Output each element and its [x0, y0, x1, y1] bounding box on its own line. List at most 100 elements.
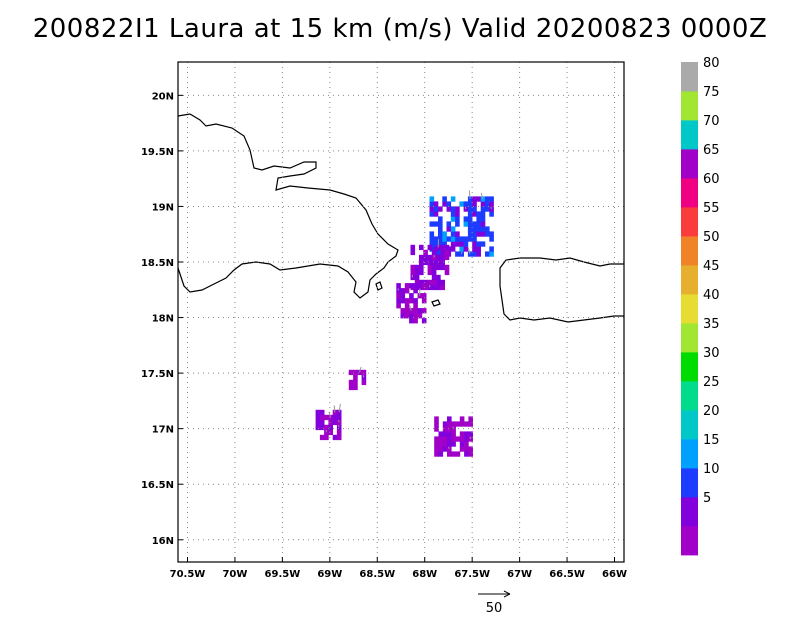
wind-cell [489, 251, 494, 257]
wind-cell [450, 196, 456, 202]
wind-cell [427, 254, 433, 261]
wind-cell [480, 231, 486, 237]
wind-cell [438, 251, 443, 257]
wind-cell [468, 431, 473, 437]
wind-cell [433, 211, 439, 217]
wind-cell [348, 379, 354, 386]
wind-cell [319, 434, 325, 441]
y-tick-label: 17.5N [141, 369, 174, 380]
wind-cell [328, 424, 333, 431]
wind-cell [485, 201, 490, 207]
wind-cell [472, 196, 477, 202]
wind-cell [464, 441, 469, 447]
wind-cell [467, 221, 473, 227]
colorbar-swatch [681, 294, 698, 324]
wind-cell [357, 369, 362, 376]
wind-cell [434, 421, 439, 427]
wind-cell [332, 434, 338, 441]
wind-cell [419, 279, 424, 286]
colorbar-label: 65 [703, 143, 720, 158]
wind-cell [410, 244, 416, 251]
wind-cell [336, 409, 342, 416]
wind-cell [446, 201, 452, 207]
wind-cell [489, 246, 494, 252]
x-tick-label: 69.5W [265, 569, 301, 580]
wind-cell [446, 221, 452, 227]
colorbar-swatch [681, 526, 698, 556]
wind-cell [409, 293, 414, 299]
wind-cell [464, 446, 469, 452]
colorbar-swatch [681, 410, 698, 440]
wind-cell [421, 318, 427, 324]
wind-cell [438, 231, 443, 237]
wind-cell [438, 451, 444, 457]
wind-vector [359, 366, 362, 373]
wind-cell [315, 409, 321, 416]
wind-cell [353, 384, 358, 391]
wind-vector [328, 411, 331, 418]
wind-cell [319, 414, 325, 421]
plot-frame [177, 61, 625, 563]
wind-cell [421, 293, 427, 299]
wind-cell [336, 434, 342, 441]
wind-cell [447, 441, 452, 447]
colorbar-swatch [681, 497, 698, 527]
wind-cell [444, 254, 450, 261]
wind-cell [414, 279, 420, 286]
wind-cell [433, 246, 439, 252]
wind-cell [464, 421, 469, 427]
wind-cell [414, 269, 420, 276]
colorbar-swatch [681, 178, 698, 208]
wind-cell [472, 226, 477, 232]
wind-cell [463, 216, 469, 222]
wind-cell [315, 419, 321, 426]
wind-cell [438, 236, 443, 242]
wind-cell [319, 409, 325, 416]
wind-cell [436, 264, 441, 271]
wind-cell [438, 216, 443, 222]
x-tick-label: 70.5W [170, 569, 206, 580]
colorbar-swatch [681, 265, 698, 295]
y-tick-label: 19.5N [141, 147, 174, 158]
wind-cell [480, 201, 486, 207]
wind-cell [431, 284, 437, 291]
wind-cell [400, 308, 406, 314]
wind-cell [455, 236, 460, 242]
wind-cell [434, 426, 439, 432]
wind-cell [396, 288, 401, 294]
wind-cell [455, 221, 460, 227]
x-tick-label: 69W [317, 569, 342, 580]
wind-cell [436, 244, 441, 251]
wind-cell [450, 236, 456, 242]
wind-cell [468, 416, 473, 422]
wind-cell [396, 283, 401, 289]
wind-cell [476, 246, 481, 252]
wind-cell [423, 279, 428, 286]
wind-cell [431, 249, 437, 256]
wind-cell [463, 236, 469, 242]
wind-cell [413, 288, 418, 294]
wind-cell [353, 374, 358, 381]
wind-cell [427, 244, 433, 251]
wind-cell [467, 196, 473, 202]
wind-cell [429, 236, 435, 242]
wind-cell [419, 254, 424, 261]
wind-cell [480, 211, 486, 217]
wind-cell [438, 241, 443, 247]
x-tick-label: 70W [222, 569, 247, 580]
wind-cell [455, 216, 460, 222]
wind-cell [446, 206, 452, 212]
wind-cell [434, 436, 439, 442]
wind-cell [361, 374, 367, 381]
x-tick-label: 67W [507, 569, 532, 580]
wind-cell [404, 288, 410, 294]
wind-cell [468, 451, 473, 457]
wind-cell [451, 441, 456, 447]
wind-cell [440, 284, 445, 291]
wind-cell [429, 241, 435, 247]
wind-cell [459, 241, 464, 247]
wind-cell [353, 369, 358, 376]
wind-cell [442, 201, 447, 207]
wind-cell [421, 283, 427, 289]
